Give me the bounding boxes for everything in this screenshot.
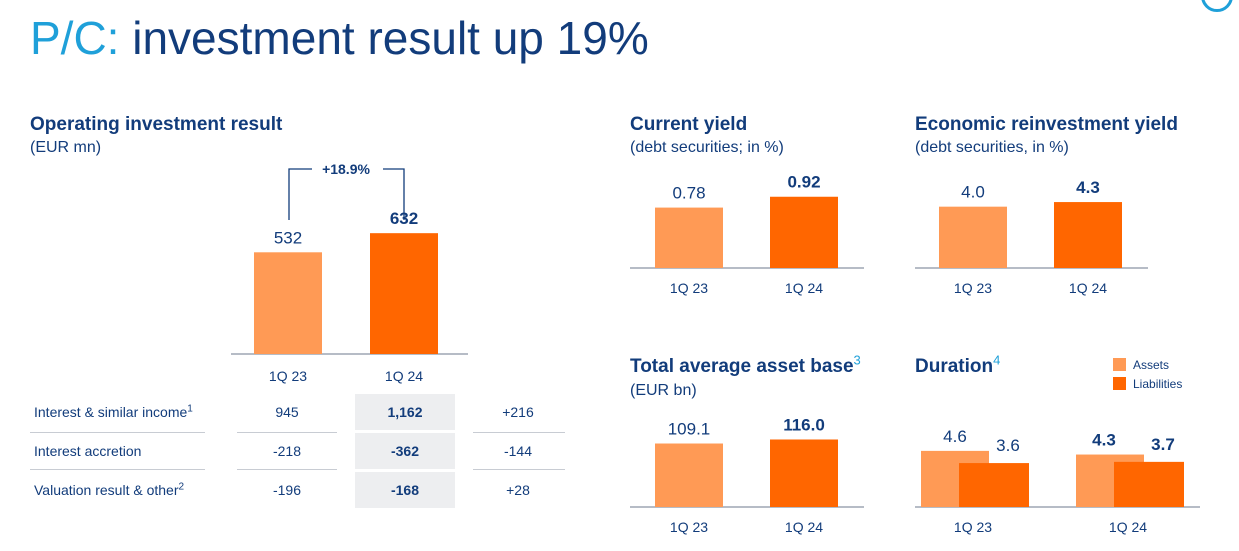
row-label: Interest accretion: [34, 443, 142, 459]
cy-title: Current yield: [630, 114, 748, 135]
ery-subtitle: (debt securities, in %): [915, 139, 1069, 156]
table-divider: [473, 432, 565, 433]
table-row: Interest & similar income1 945 1,162 +21…: [30, 394, 566, 430]
oir-tick-label: 1Q 24: [385, 368, 423, 384]
legend-assets: Assets: [1113, 358, 1169, 372]
oir-value-label: 532: [274, 228, 302, 247]
table-divider: [30, 432, 205, 433]
row-prior-value: -196: [272, 482, 302, 498]
row-prior-value: 945: [275, 404, 299, 420]
taab-subtitle: (EUR bn): [630, 382, 697, 399]
title-text: investment result up 19%: [119, 12, 649, 64]
taab-footnote: 3: [853, 352, 861, 368]
row-delta-value: +28: [506, 482, 530, 498]
table-row: Interest accretion -218 -362 -144: [30, 433, 566, 469]
oir-title: Operating investment result: [30, 114, 283, 135]
page-title: P/C: investment result up 19%: [30, 8, 649, 68]
row-current-value: -168: [355, 472, 455, 508]
oir-bar: [254, 252, 322, 354]
row-current-value: -362: [355, 433, 455, 469]
oir-growth-bracket: +18.9%: [288, 161, 405, 220]
cy-subtitle: (debt securities; in %): [630, 139, 784, 156]
legend-liabilities: Liabilities: [1113, 377, 1182, 391]
table-divider: [237, 432, 337, 433]
oir-growth-label: +18.9%: [322, 161, 370, 177]
oir-subtitle: (EUR mn): [30, 139, 102, 156]
oir-bar: [370, 233, 438, 354]
row-label: Interest & similar income1: [34, 403, 193, 420]
table-divider: [30, 469, 205, 470]
oir-tick-label: 1Q 23: [269, 368, 307, 384]
row-label: Valuation result & other2: [34, 481, 185, 498]
row-prior-value: -218: [272, 443, 302, 459]
taab-title: Total average asset base3: [630, 352, 861, 377]
row-current-value: 1,162: [355, 394, 455, 430]
table-divider: [473, 469, 565, 470]
duration-title: Duration4: [915, 352, 1001, 377]
title-prefix: P/C:: [30, 12, 120, 64]
ery-title: Economic reinvestment yield: [915, 114, 1178, 135]
table-row: Valuation result & other2 -196 -168 +28: [30, 472, 566, 508]
duration-footnote: 4: [993, 352, 1001, 368]
legend-assets-swatch: [1113, 358, 1126, 371]
legend-liabilities-swatch: [1113, 377, 1126, 390]
row-delta-value: +216: [502, 404, 534, 420]
table-divider: [237, 469, 337, 470]
row-delta-value: -144: [503, 443, 533, 459]
